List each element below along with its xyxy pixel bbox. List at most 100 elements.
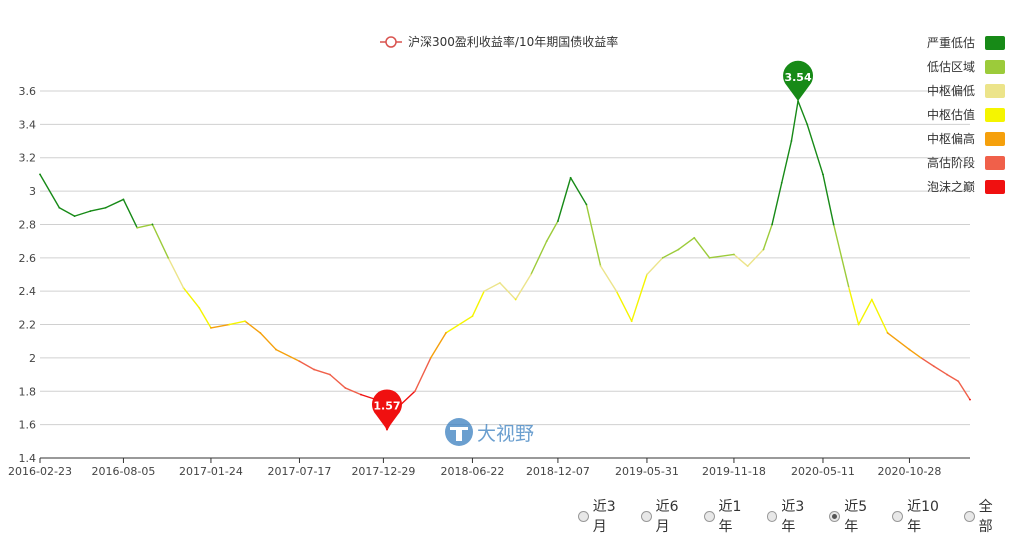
range-option-label: 全部: [978, 499, 993, 535]
x-tick-label: 2017-01-24: [179, 465, 243, 478]
data-point: [630, 320, 633, 323]
range-option[interactable]: 近3年: [766, 496, 818, 536]
radio-icon[interactable]: [640, 510, 652, 522]
data-point: [886, 331, 889, 334]
series-segment: [400, 390, 416, 406]
series-segment: [136, 223, 154, 229]
y-tick-label: 3.6: [19, 85, 37, 98]
valuation-legend-label: 中枢偏低: [927, 83, 975, 98]
data-point: [275, 348, 277, 351]
series-segment: [857, 298, 873, 326]
range-option[interactable]: 全部: [963, 496, 1006, 536]
series-segment: [89, 207, 107, 212]
range-option[interactable]: 近6月: [640, 496, 692, 536]
range-option[interactable]: 近3月: [578, 496, 629, 536]
data-point: [932, 365, 935, 368]
max-marker: 3.54: [783, 60, 814, 102]
series-segment: [167, 257, 185, 289]
data-point: [514, 298, 517, 301]
series-segment: [677, 237, 695, 251]
series-segment: [329, 373, 346, 389]
min-marker: 1.57: [371, 389, 402, 430]
series-segment: [58, 207, 76, 217]
data-point: [946, 373, 949, 376]
radio-icon[interactable]: [578, 510, 589, 522]
data-point: [151, 223, 154, 226]
data-point: [429, 357, 432, 359]
y-tick-label: 2.4: [19, 285, 37, 298]
data-point: [646, 273, 648, 276]
data-point: [797, 100, 799, 102]
series-segment: [762, 223, 773, 251]
data-point: [848, 286, 850, 289]
series-segment: [151, 223, 169, 259]
series-segment: [39, 173, 61, 209]
chart: 1.4 1.6 1.8 2 2.2 2.4 2.6 2.8 3 3.2 3.4 3.6 2016-02…: [8, 34, 1005, 478]
x-axis: 2016-02-23 2016-08-05 2017-01-24 2017-07-17…: [8, 458, 941, 478]
radio-icon[interactable]: [892, 510, 904, 522]
data-point: [104, 206, 107, 209]
data-point: [259, 331, 262, 334]
series-legend[interactable]: 沪深300盈利收益率/10年期国债收益率: [380, 34, 618, 49]
data-point: [733, 253, 735, 256]
series-segment: [298, 360, 315, 371]
radio-icon[interactable]: [963, 510, 975, 522]
watermark-logo-icon: [445, 418, 473, 446]
valuation-legend-label: 中枢偏高: [927, 131, 975, 146]
series-segment: [530, 240, 548, 276]
y-tick-label: 2.6: [19, 252, 37, 265]
radio-icon[interactable]: [829, 510, 841, 522]
series-segment: [557, 177, 572, 222]
data-point: [228, 323, 231, 326]
x-tick-label: 2017-07-17: [267, 465, 331, 478]
data-point: [693, 236, 696, 239]
series-segment: [313, 368, 331, 376]
y-tick-label: 1.6: [19, 419, 37, 432]
data-point: [360, 393, 362, 396]
range-selector: 近3月 近6月 近1年 近3年 近5年 近10年 全部: [578, 496, 1018, 536]
data-point: [677, 248, 680, 251]
data-point: [89, 210, 92, 213]
valuation-legend-swatch: [985, 180, 1005, 194]
series-segment: [806, 123, 824, 176]
series-segment: [122, 198, 138, 229]
y-tick-label: 3.4: [19, 118, 37, 131]
x-tick-label: 2020-05-11: [791, 465, 855, 478]
data-point: [499, 281, 501, 284]
extreme-markers: 1.57 3.54: [371, 60, 814, 430]
radio-icon[interactable]: [703, 510, 715, 522]
data-point: [167, 256, 170, 259]
range-option[interactable]: 近1年: [703, 496, 755, 536]
data-point: [39, 173, 41, 176]
y-tick-label: 2.2: [19, 319, 37, 332]
data-point: [615, 290, 618, 293]
data-point: [244, 320, 246, 323]
data-point: [822, 173, 824, 176]
min-marker-pin: [371, 389, 402, 430]
series-legend-symbol: [385, 36, 397, 48]
y-tick-label: 3: [29, 185, 36, 198]
x-tick-label: 2018-06-22: [440, 465, 504, 478]
data-point: [122, 198, 125, 201]
data-point: [344, 387, 347, 389]
series-segment: [933, 365, 948, 376]
range-option[interactable]: 近10年: [892, 496, 952, 536]
data-point: [870, 298, 873, 301]
data-point: [857, 323, 860, 326]
valuation-legend-label: 高估阶段: [927, 155, 975, 170]
series-segment: [708, 253, 735, 259]
series-segment: [946, 373, 959, 382]
radio-icon[interactable]: [766, 510, 778, 522]
min-marker-label: 1.57: [373, 400, 400, 413]
series-segment: [871, 298, 889, 334]
x-tick-label: 2020-10-28: [877, 465, 941, 478]
data-point: [557, 220, 559, 223]
series-segment: [662, 248, 680, 259]
range-option[interactable]: 近5年: [829, 496, 880, 536]
x-tick-label: 2017-12-29: [351, 465, 415, 478]
data-point: [182, 286, 185, 289]
data-point: [790, 140, 793, 142]
data-point: [445, 331, 447, 334]
series-segment: [445, 315, 474, 334]
